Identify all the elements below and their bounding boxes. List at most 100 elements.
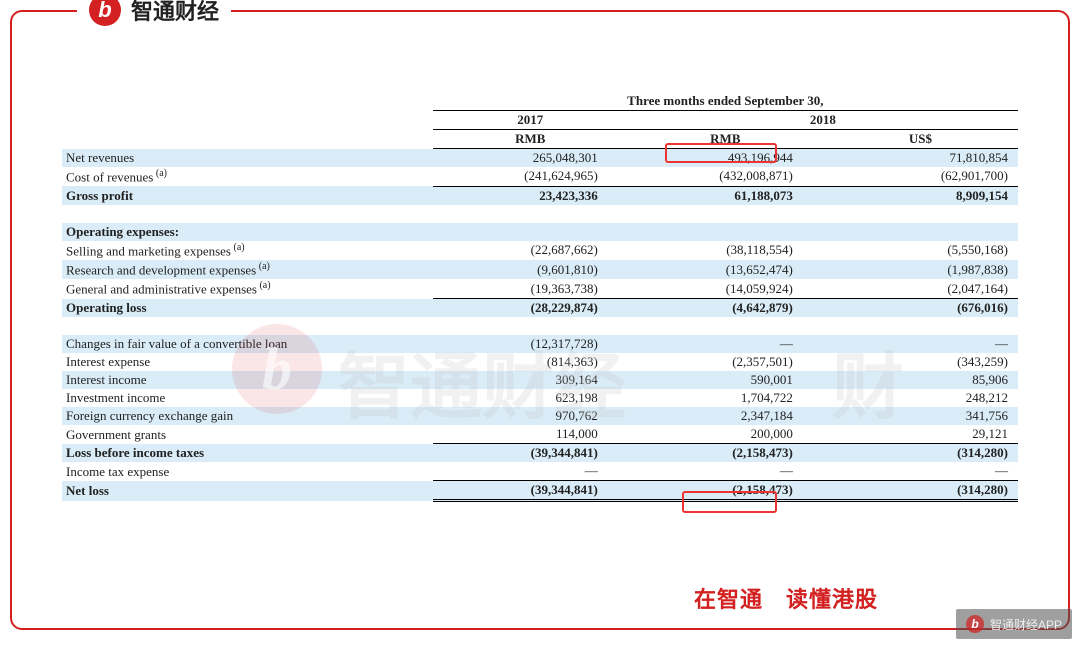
row-label: Interest expense [62, 353, 433, 371]
table-row: Interest expense(814,363)(2,357,501)(343… [62, 353, 1018, 371]
row-label: General and administrative expenses (a) [62, 279, 433, 298]
row-value: (12,317,728) [433, 335, 628, 353]
table-row: Foreign currency exchange gain970,7622,3… [62, 407, 1018, 425]
row-value: 341,756 [823, 407, 1018, 425]
table-row: Operating expenses: [62, 223, 1018, 241]
row-value [433, 223, 628, 241]
brand-name: 智通财经 [131, 0, 219, 26]
row-value: — [628, 335, 823, 353]
row-value [628, 223, 823, 241]
financial-table-wrap: b 智通财经 财 Three months ended September 30… [62, 92, 1018, 502]
row-label: Research and development expenses (a) [62, 260, 433, 279]
row-value: (14,059,924) [628, 279, 823, 298]
row-value: 265,048,301 [433, 149, 628, 168]
row-value: (676,016) [823, 299, 1018, 318]
table-row: Operating loss(28,229,874)(4,642,879)(67… [62, 299, 1018, 318]
row-label: Interest income [62, 371, 433, 389]
row-label: Operating expenses: [62, 223, 433, 241]
row-label: Changes in fair value of a convertible l… [62, 335, 433, 353]
row-label: Income tax expense [62, 462, 433, 481]
row-value: 85,906 [823, 371, 1018, 389]
row-value: (4,642,879) [628, 299, 823, 318]
table-row: General and administrative expenses (a)(… [62, 279, 1018, 298]
table-row: Loss before income taxes(39,344,841)(2,1… [62, 444, 1018, 463]
col-currency-2: US$ [823, 130, 1018, 149]
table-row: Income tax expense——— [62, 462, 1018, 481]
row-value: (2,158,473) [628, 481, 823, 501]
row-value: (19,363,738) [433, 279, 628, 298]
table-row: Net loss(39,344,841)(2,158,473)(314,280) [62, 481, 1018, 501]
table-row: Selling and marketing expenses (a)(22,68… [62, 241, 1018, 260]
row-label: Loss before income taxes [62, 444, 433, 463]
row-value: (1,987,838) [823, 260, 1018, 279]
row-label: Foreign currency exchange gain [62, 407, 433, 425]
table-row: Government grants114,000200,00029,121 [62, 425, 1018, 444]
source-badge-icon: b [966, 615, 984, 633]
row-value: — [628, 462, 823, 481]
row-value: 2,347,184 [628, 407, 823, 425]
row-label: Cost of revenues (a) [62, 167, 433, 186]
row-value: 1,704,722 [628, 389, 823, 407]
row-value: 623,198 [433, 389, 628, 407]
row-value: (343,259) [823, 353, 1018, 371]
row-value: 970,762 [433, 407, 628, 425]
row-label: Government grants [62, 425, 433, 444]
row-value: (314,280) [823, 481, 1018, 501]
table-row: Cost of revenues (a)(241,624,965)(432,00… [62, 167, 1018, 186]
table-row: Net revenues265,048,301493,196,94471,810… [62, 149, 1018, 168]
period-title: Three months ended September 30, [433, 92, 1018, 111]
row-value: 23,423,336 [433, 186, 628, 205]
row-value: — [823, 335, 1018, 353]
source-badge: b 智通财经APP [956, 609, 1072, 639]
col-currency-1: RMB [628, 130, 823, 149]
row-value: (39,344,841) [433, 444, 628, 463]
row-value: (814,363) [433, 353, 628, 371]
row-value: (39,344,841) [433, 481, 628, 501]
table-row: Investment income623,1981,704,722248,212 [62, 389, 1018, 407]
row-value: 248,212 [823, 389, 1018, 407]
row-value: (241,624,965) [433, 167, 628, 186]
col-year-2018: 2018 [628, 111, 1018, 130]
row-value: — [823, 462, 1018, 481]
table-row [62, 205, 1018, 223]
row-label: Gross profit [62, 186, 433, 205]
row-label: Selling and marketing expenses (a) [62, 241, 433, 260]
row-value: (5,550,168) [823, 241, 1018, 260]
row-label: Investment income [62, 389, 433, 407]
footer-slogan: 在智通 读懂港股 [694, 582, 878, 614]
row-value: 493,196,944 [628, 149, 823, 168]
row-value: 114,000 [433, 425, 628, 444]
income-statement-table: Three months ended September 30, 2017 20… [62, 92, 1018, 502]
table-row [62, 317, 1018, 335]
row-value: — [433, 462, 628, 481]
row-value: 309,164 [433, 371, 628, 389]
row-value: 590,001 [628, 371, 823, 389]
content-frame: b 智通财经 b 智通财经 财 Three months ended Septe… [10, 10, 1070, 630]
row-value: (38,118,554) [628, 241, 823, 260]
row-label: Net revenues [62, 149, 433, 168]
col-year-2017: 2017 [433, 111, 628, 130]
row-value: (2,158,473) [628, 444, 823, 463]
source-badge-text: 智通财经APP [990, 616, 1062, 633]
table-row: Changes in fair value of a convertible l… [62, 335, 1018, 353]
row-value: (2,047,164) [823, 279, 1018, 298]
table-row: Research and development expenses (a)(9,… [62, 260, 1018, 279]
row-value: (9,601,810) [433, 260, 628, 279]
row-label: Operating loss [62, 299, 433, 318]
row-value: (22,687,662) [433, 241, 628, 260]
col-currency-0: RMB [433, 130, 628, 149]
brand-logo-icon: b [89, 0, 121, 26]
brand-header: b 智通财经 [77, 0, 231, 26]
row-value [823, 223, 1018, 241]
row-value: 8,909,154 [823, 186, 1018, 205]
row-value: 29,121 [823, 425, 1018, 444]
row-value: (28,229,874) [433, 299, 628, 318]
table-row: Interest income309,164590,00185,906 [62, 371, 1018, 389]
row-value: 71,810,854 [823, 149, 1018, 168]
table-row: Gross profit23,423,33661,188,0738,909,15… [62, 186, 1018, 205]
row-value: (432,008,871) [628, 167, 823, 186]
row-label: Net loss [62, 481, 433, 501]
row-value: (13,652,474) [628, 260, 823, 279]
row-value: (62,901,700) [823, 167, 1018, 186]
row-value: (2,357,501) [628, 353, 823, 371]
